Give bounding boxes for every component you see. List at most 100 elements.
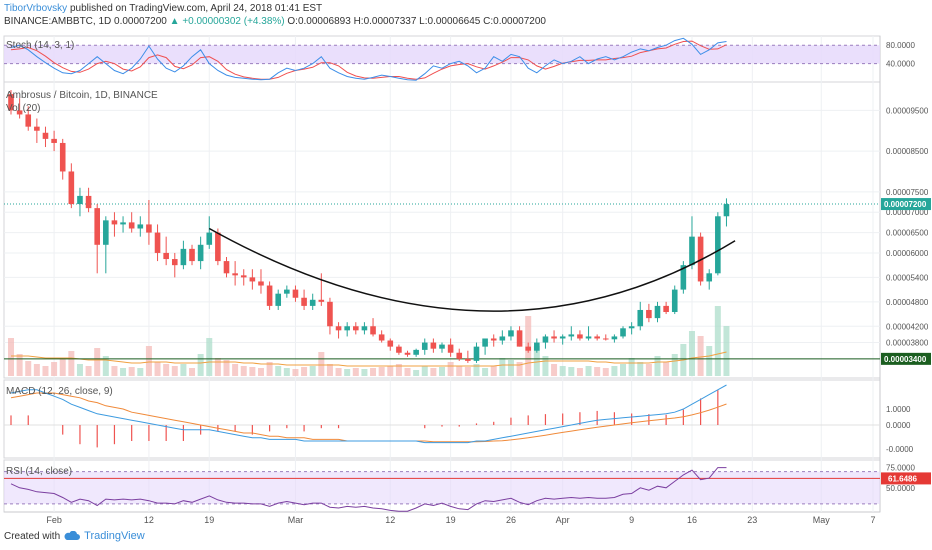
candle-body — [137, 224, 144, 229]
macd-title: MACD (12, 26, close, 9) — [6, 386, 113, 397]
candle-body — [77, 195, 83, 205]
main-title: Ambrosus / Bitcoin, 1D, BINANCE — [6, 90, 158, 101]
candle-body — [180, 248, 187, 266]
vol-title: Vol (20) — [6, 103, 41, 114]
volume-bar — [120, 368, 127, 376]
volume-bar — [456, 366, 463, 376]
volume-bar — [257, 368, 264, 376]
rsi-line — [10, 467, 727, 512]
volume-bar — [111, 366, 118, 376]
volume-bar — [482, 368, 489, 376]
volume-bar — [8, 338, 14, 376]
candle-body — [706, 273, 713, 282]
candle-body — [318, 299, 325, 302]
time-tick-label: 12 — [385, 515, 395, 525]
candle-body — [534, 342, 540, 351]
time-tick-label: Apr — [556, 515, 570, 525]
volume-bar — [25, 361, 32, 376]
candle-body — [404, 352, 411, 355]
stoch-axis-label: 40.0000 — [886, 60, 915, 69]
candle-body — [378, 334, 385, 341]
volume-bar — [378, 367, 385, 376]
candle-body — [663, 305, 669, 313]
candle-body — [232, 273, 238, 276]
symbol-line: BINANCE:AMBBTC, 1D 0.00007200 ▲ +0.00000… — [4, 16, 546, 27]
candle-body — [128, 222, 135, 229]
candle-body — [215, 232, 221, 262]
volume-bar — [395, 364, 402, 376]
candle-body — [25, 114, 32, 127]
candle-body — [646, 309, 652, 319]
last-price-label: 0.00007200 — [884, 200, 927, 209]
volume-bar — [42, 366, 49, 376]
volume-bar — [533, 346, 540, 376]
volume-bar — [240, 366, 247, 376]
created-with-text: Created with — [4, 530, 61, 542]
candle-body — [680, 265, 687, 290]
volume-bar — [663, 362, 670, 376]
candle-body — [16, 110, 23, 115]
candle-body — [120, 222, 126, 225]
support-label: 0.00003400 — [884, 355, 927, 364]
volume-bar — [154, 362, 161, 376]
ohlc-text: O:0.00006893 H:0.00007337 L:0.00006645 C… — [284, 16, 546, 27]
volume-bar — [275, 366, 282, 376]
volume-bar — [568, 367, 575, 376]
candle-body — [344, 326, 350, 331]
candle-body — [327, 301, 333, 327]
candle-body — [111, 220, 118, 225]
volume-bar — [706, 346, 713, 376]
candle-body — [309, 299, 316, 306]
stoch-band — [4, 45, 880, 64]
time-tick-label: 9 — [629, 515, 634, 525]
rsi-last-badge — [881, 472, 931, 485]
volume-bar — [206, 338, 213, 376]
candle-body — [482, 338, 488, 347]
rsi-title: RSI (14, close) — [6, 466, 73, 477]
candle-body — [361, 326, 368, 331]
candle-body — [59, 142, 66, 172]
cup-curve-annotation — [208, 227, 736, 312]
volume-bar — [413, 370, 420, 376]
candle-body — [671, 289, 678, 313]
time-tick-label: 19 — [204, 515, 214, 525]
time-tick-label: May — [813, 515, 831, 525]
price-axis-label: 0.00006500 — [886, 229, 929, 238]
author-link[interactable]: TiborVrbovsky — [4, 3, 68, 14]
price-pane — [4, 90, 880, 376]
volume-bar — [68, 351, 75, 376]
candle-body — [439, 344, 445, 349]
rsi-band — [4, 471, 880, 504]
candle-body — [542, 336, 549, 343]
volume-bar — [361, 369, 368, 376]
tradingview-link[interactable]: TradingView — [84, 530, 145, 542]
volume-bar — [654, 356, 661, 376]
volume-bar — [76, 364, 83, 376]
volume-bar — [85, 366, 92, 376]
candle-body — [559, 336, 566, 339]
price-axis-label: 0.00005400 — [886, 273, 929, 282]
price-axis-label: 0.00009500 — [886, 106, 929, 115]
volume-bar — [197, 354, 204, 376]
candle-body — [465, 358, 471, 361]
candle-body — [508, 330, 514, 337]
rsi-pane — [4, 467, 880, 512]
candle-body — [258, 281, 264, 286]
volume-bar — [637, 362, 644, 376]
volume-bar — [404, 368, 411, 376]
price-axis-label: 0.00007500 — [886, 188, 929, 197]
volume-bar — [697, 336, 704, 376]
volume-bar — [542, 356, 549, 376]
volume-bar — [137, 368, 144, 376]
macd-axis-label: 0.0000 — [886, 421, 911, 430]
candle-body — [94, 208, 100, 245]
volume-bar — [464, 367, 471, 376]
volume-bar — [59, 358, 66, 376]
volume-bar — [283, 368, 290, 376]
candle-body — [68, 171, 75, 205]
price-axis-label: 0.00007000 — [886, 208, 929, 217]
volume-bar — [439, 367, 445, 376]
volume-ma-line — [11, 351, 727, 367]
candle-body — [284, 289, 290, 294]
